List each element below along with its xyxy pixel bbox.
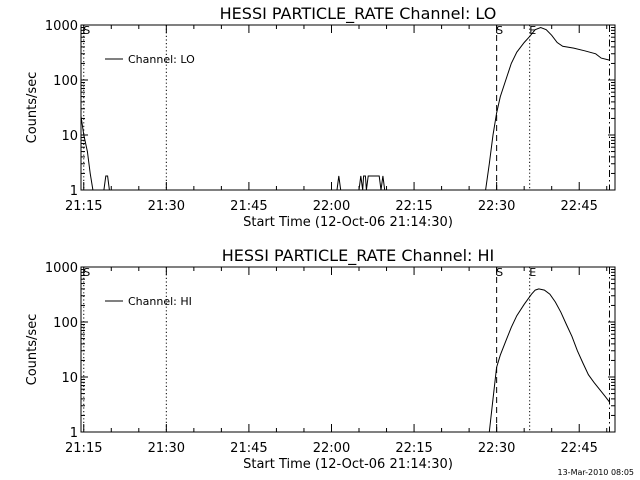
- y-tick-label: 10: [61, 371, 78, 386]
- y-tick-label: 100: [53, 74, 78, 89]
- event-marker-label: S: [83, 266, 90, 279]
- x-axis-label: Start Time (12-Oct-06 21:14:30): [243, 457, 453, 472]
- x-tick-label: 22:00: [313, 441, 350, 456]
- plot-timestamp: 13-Mar-2010 08:05: [557, 468, 635, 477]
- x-tick-label: 22:00: [313, 199, 350, 214]
- x-tick-label: 22:30: [478, 199, 515, 214]
- event-marker-label: S: [496, 266, 503, 279]
- legend-label: Channel: LO: [128, 53, 195, 66]
- x-tick-label: 22:45: [560, 441, 597, 456]
- event-marker-label: E: [529, 266, 536, 279]
- event-marker-label: S: [83, 24, 90, 37]
- x-tick-label: 21:45: [230, 199, 267, 214]
- y-tick-label: 100: [53, 316, 78, 331]
- y-tick-label: 1: [70, 426, 78, 441]
- series-line: [488, 288, 610, 433]
- y-axis-label: Counts/sec: [25, 314, 40, 386]
- chart-title: HESSI PARTICLE_RATE Channel: HI: [222, 246, 495, 266]
- x-tick-label: 22:45: [560, 199, 597, 214]
- x-tick-label: 22:15: [395, 199, 432, 214]
- y-axis-label: Counts/sec: [25, 72, 40, 144]
- x-tick-label: 21:30: [148, 199, 185, 214]
- x-tick-label: 21:30: [148, 441, 185, 456]
- legend-label: Channel: HI: [128, 295, 192, 308]
- chart-title: HESSI PARTICLE_RATE Channel: LO: [220, 4, 497, 24]
- y-tick-label: 1000: [45, 261, 78, 276]
- y-tick-label: 1: [70, 184, 78, 199]
- x-tick-label: 21:15: [65, 199, 102, 214]
- x-tick-label: 22:30: [478, 441, 515, 456]
- x-tick-label: 22:15: [395, 441, 432, 456]
- event-marker-label: E: [529, 24, 536, 37]
- x-axis-label: Start Time (12-Oct-06 21:14:30): [243, 215, 453, 230]
- x-tick-label: 21:45: [230, 441, 267, 456]
- y-tick-label: 10: [61, 129, 78, 144]
- x-tick-label: 21:15: [65, 441, 102, 456]
- series-line: [80, 26, 610, 191]
- y-tick-label: 1000: [45, 19, 78, 34]
- event-marker-label: S: [496, 24, 503, 37]
- plot-frame: [80, 24, 616, 191]
- plot-frame: [80, 266, 616, 433]
